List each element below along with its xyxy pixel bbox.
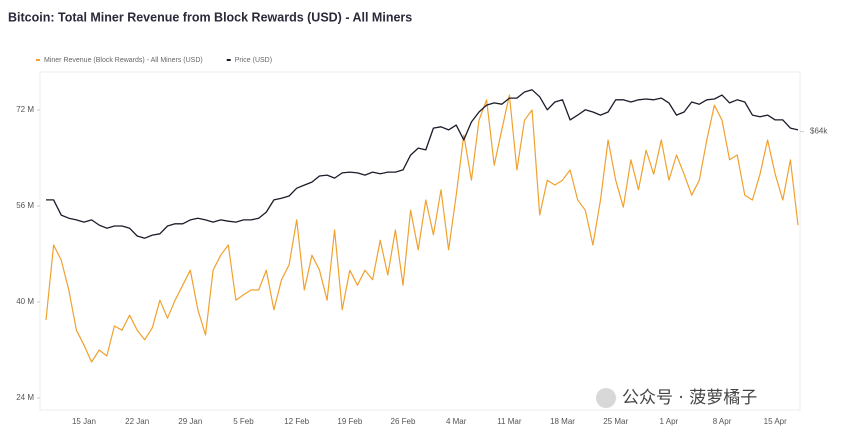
y-tick-label: 72 M [16, 105, 34, 114]
series-line [45, 94, 799, 363]
y-tick-label: 56 M [16, 201, 34, 210]
watermark-text: 公众号 · 菠萝橘子 [622, 388, 757, 408]
legend-label: Price (USD) [235, 57, 272, 64]
x-tick-label: 8 Apr [713, 417, 732, 426]
chart-title: Bitcoin: Total Miner Revenue from Block … [8, 10, 412, 24]
x-tick-label: 18 Mar [550, 417, 575, 426]
y-tick-label: 40 M [16, 297, 34, 306]
series-line [46, 89, 799, 239]
x-tick-label: 26 Feb [391, 417, 416, 426]
y-tick-label: 24 M [16, 393, 34, 402]
x-tick-label: 15 Jan [72, 417, 96, 426]
x-tick-label: 11 Mar [497, 417, 522, 426]
watermark-icon [596, 388, 616, 408]
x-tick-label: 1 Apr [660, 417, 679, 426]
x-tick-label: 12 Feb [284, 417, 309, 426]
y2-tick-label: $64k [810, 127, 828, 136]
x-tick-label: 19 Feb [337, 417, 362, 426]
x-tick-label: 5 Feb [233, 417, 254, 426]
x-tick-label: 29 Jan [178, 417, 202, 426]
legend-label: Miner Revenue (Block Rewards) - All Mine… [44, 57, 203, 64]
plot-frame [39, 71, 801, 411]
x-tick-label: 4 Mar [446, 417, 467, 426]
x-tick-label: 22 Jan [125, 417, 149, 426]
watermark: 公众号 · 菠萝橘子 [596, 388, 757, 408]
x-tick-label: 15 Apr [764, 417, 787, 426]
x-tick-label: 25 Mar [603, 417, 628, 426]
